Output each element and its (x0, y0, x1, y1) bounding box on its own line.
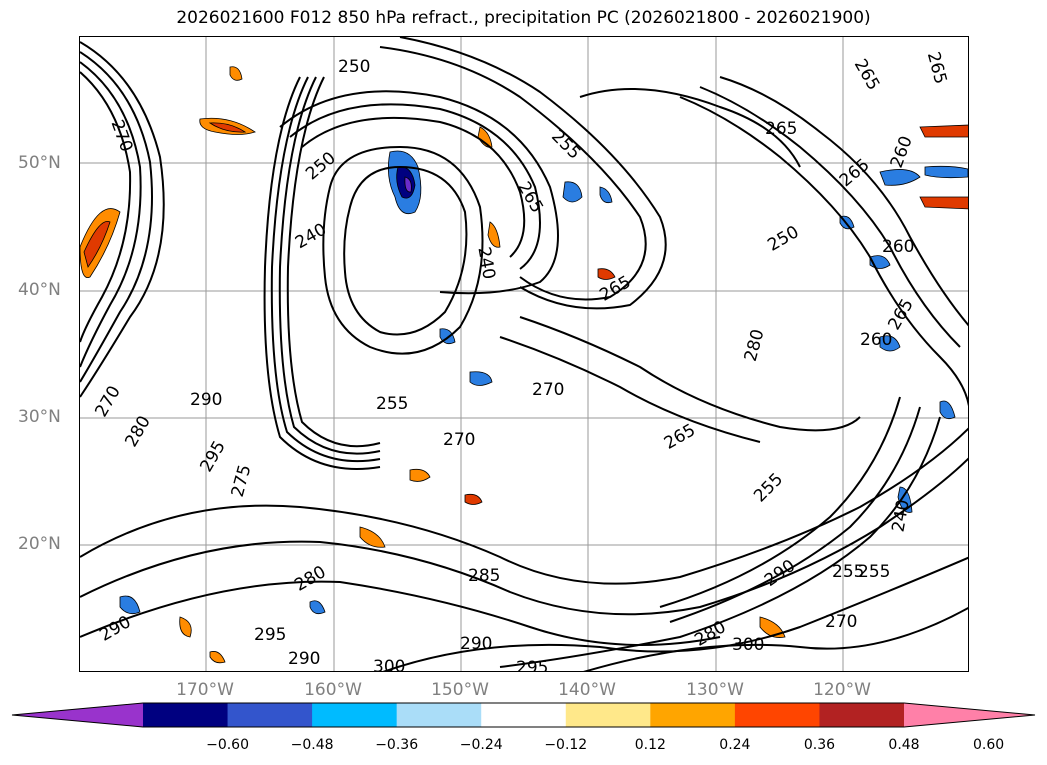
colorbar-tick-label: 0.60 (972, 737, 1005, 753)
contour-label: 260 (887, 133, 917, 170)
contour-label: 255 (750, 469, 787, 506)
contour-label: 270 (106, 117, 136, 154)
colorbar-min-arrow (12, 703, 143, 727)
lat-label-20n: 20°N (18, 534, 61, 554)
precipitation-patches (80, 66, 968, 664)
colorbar-segment (565, 703, 651, 727)
colorbar-tick-label: −0.24 (459, 737, 503, 753)
colorbar-segment (734, 703, 820, 727)
colorbar-segment (481, 703, 567, 727)
contour-label: 270 (825, 612, 857, 632)
contour-label: 250 (764, 222, 802, 256)
contour-label: 255 (376, 394, 408, 414)
contour-label: 290 (460, 634, 492, 654)
contour-label: 265 (850, 56, 884, 94)
colorbar-tick-label: −0.36 (375, 737, 419, 753)
contour-label: 265 (513, 178, 547, 216)
colorbar-tick-label: 0.12 (634, 737, 666, 753)
colorbar-segment (312, 703, 398, 727)
lat-label-30n: 30°N (18, 407, 61, 427)
contour-label: 265 (923, 50, 951, 87)
map-canvas: 250 265 265 270 265 255 240 250 265 265 … (80, 37, 968, 672)
colorbar-tick-label: 0.48 (888, 737, 920, 753)
contour-label: 265 (884, 296, 918, 334)
contour-label: 275 (228, 463, 256, 500)
contour-label: 260 (882, 237, 914, 257)
colorbar-tick-label: −0.60 (206, 737, 249, 753)
colorbar-tick-label: −0.12 (544, 737, 588, 753)
contour-label: 250 (338, 57, 370, 77)
contour-label: 295 (516, 658, 548, 672)
colorbar-tick-label: −0.48 (290, 737, 334, 753)
lon-label-170w: 170°W (176, 680, 234, 700)
figure-title: 2026021600 F012 850 hPa refract., precip… (176, 8, 871, 28)
colorbar-tick-label: 0.36 (803, 737, 836, 753)
colorbar-segment (396, 703, 482, 727)
lon-label-130w: 130°W (686, 680, 744, 700)
lat-label-40n: 40°N (18, 280, 61, 300)
contour-label: 240 (473, 245, 498, 280)
colorbar-segment (650, 703, 736, 727)
contour-label: 300 (732, 635, 764, 655)
contour-label: 265 (765, 119, 797, 139)
contour-label: 280 (291, 562, 329, 596)
contour-label: 255 (832, 562, 864, 582)
refractivity-contours (80, 37, 968, 671)
contour-label: 295 (254, 625, 286, 645)
colorbar-outline (11, 702, 1036, 728)
colorbar-segment (143, 703, 229, 727)
colorbar (11, 702, 1036, 728)
lat-label-50n: 50°N (18, 153, 61, 173)
contour-label: 270 (91, 383, 125, 421)
contour-label: 280 (741, 327, 769, 364)
contour-label: 285 (468, 566, 500, 586)
contour-label: 290 (288, 649, 320, 669)
colorbar-segment (819, 703, 905, 727)
lon-label-120w: 120°W (813, 680, 871, 700)
contour-label: 255 (547, 126, 584, 163)
contour-label: 290 (190, 390, 222, 410)
graticule (80, 37, 968, 671)
lon-label-160w: 160°W (304, 680, 362, 700)
colorbar-tick-label: 0.24 (719, 737, 751, 753)
contour-label: 255 (858, 562, 890, 582)
colorbar-max-arrow (904, 703, 1035, 727)
contour-label: 295 (196, 438, 230, 476)
lon-label-140w: 140°W (558, 680, 616, 700)
colorbar-segment (227, 703, 313, 727)
lon-label-150w: 150°W (431, 680, 489, 700)
contour-label: 270 (532, 380, 564, 400)
contour-label: 270 (443, 430, 475, 450)
contour-label: 240 (888, 498, 913, 533)
contour-label: 265 (661, 420, 699, 454)
contour-label: 300 (373, 657, 405, 672)
contour-label: 260 (860, 330, 892, 350)
map-panel: 250 265 265 270 265 255 240 250 265 265 … (79, 36, 969, 672)
